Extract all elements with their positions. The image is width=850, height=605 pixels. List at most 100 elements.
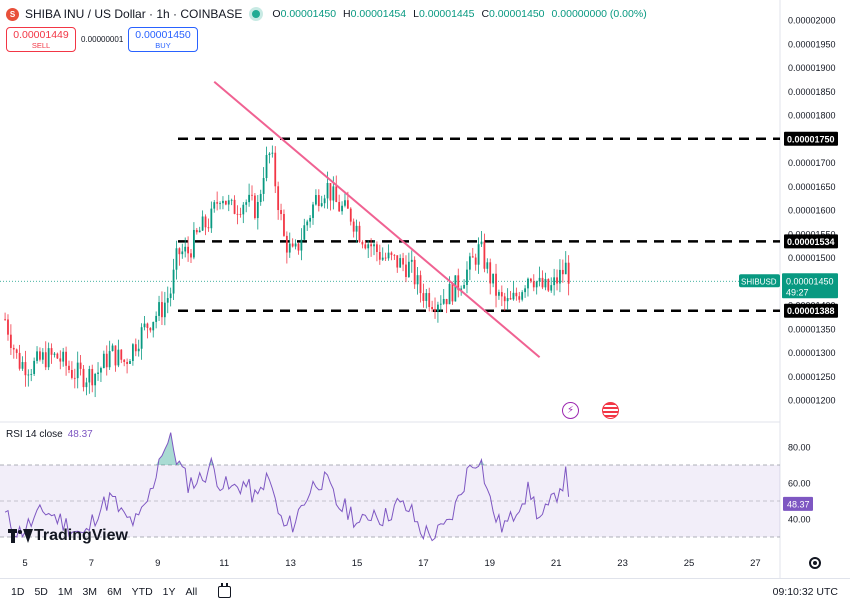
calendar-icon[interactable] <box>218 583 232 598</box>
candle <box>527 277 529 297</box>
candle <box>367 240 370 258</box>
candle <box>227 194 230 212</box>
candle <box>399 254 402 268</box>
candle <box>114 345 117 372</box>
candle <box>437 301 439 323</box>
candle <box>70 361 73 380</box>
candle <box>47 342 50 371</box>
candle <box>306 219 309 231</box>
candle <box>108 340 111 370</box>
candle <box>132 343 134 366</box>
candle <box>39 347 41 362</box>
candle <box>303 218 306 241</box>
time-tick-label: 27 <box>750 558 761 569</box>
range-button-5d[interactable]: 5D <box>34 586 48 598</box>
price-tick-label: 0.00002000 <box>788 16 836 26</box>
candle <box>239 207 242 218</box>
candle <box>216 191 219 211</box>
candle <box>97 362 99 381</box>
candle <box>358 221 361 243</box>
candle <box>442 289 445 305</box>
candle <box>152 321 155 338</box>
lightning-icon[interactable]: ⚡ <box>562 402 579 419</box>
candle <box>361 240 364 249</box>
candle <box>489 258 492 295</box>
candle <box>204 214 207 236</box>
candle <box>100 366 102 382</box>
candle <box>378 244 381 265</box>
candle <box>68 360 70 374</box>
range-button-6m[interactable]: 6M <box>107 586 122 598</box>
rsi-header[interactable]: RSI 14 close 48.37 <box>6 429 93 440</box>
range-button-1m[interactable]: 1M <box>57 586 73 598</box>
candle <box>15 348 18 359</box>
svg-text:SHIBUSD: SHIBUSD <box>741 277 777 286</box>
candle <box>233 195 236 215</box>
candle <box>291 238 294 248</box>
price-tick-label: 0.00001650 <box>788 182 836 192</box>
range-button-1d[interactable]: 1D <box>11 586 25 598</box>
candle <box>503 292 506 311</box>
candle <box>468 252 471 281</box>
utc-clock[interactable]: 09:10:32 UTC <box>772 586 838 598</box>
price-tick-label: 0.00001200 <box>788 396 836 406</box>
candle <box>288 232 291 258</box>
candle <box>82 365 85 392</box>
candle <box>178 247 181 266</box>
candle <box>355 219 358 243</box>
candle <box>506 288 509 311</box>
candle <box>73 368 76 389</box>
candle <box>381 247 384 262</box>
candle <box>457 268 460 298</box>
tradingview-logo[interactable]: TradingView <box>8 527 128 545</box>
downtrend-line[interactable] <box>213 80 541 359</box>
candle <box>541 270 544 290</box>
time-tick-label: 5 <box>22 558 27 569</box>
candle <box>384 252 387 261</box>
candle <box>265 146 268 182</box>
candle <box>419 270 422 303</box>
sell-button[interactable]: 0.00001449 SELL <box>6 27 76 52</box>
buy-button[interactable]: 0.00001450 BUY <box>128 27 198 52</box>
settings-icon[interactable] <box>809 557 821 569</box>
candle <box>338 194 341 212</box>
svg-text:0.00001750: 0.00001750 <box>787 134 835 144</box>
candle <box>300 228 303 261</box>
shiba-coin-icon: S <box>6 7 19 21</box>
candle <box>248 183 250 207</box>
symbol-title[interactable]: SHIBA INU / US Dollar · 1h · COINBASE <box>25 7 243 21</box>
range-button-ytd[interactable]: YTD <box>131 586 153 598</box>
candle <box>376 241 378 262</box>
price-axis: 0.00002000 0.00001950 0.00001900 0.00001850… <box>739 16 838 525</box>
svg-text:0.00001534: 0.00001534 <box>787 237 835 247</box>
time-tick-label: 25 <box>684 558 695 569</box>
candle <box>323 194 326 209</box>
candle <box>213 200 216 213</box>
candle <box>428 287 431 312</box>
range-button-1y[interactable]: 1Y <box>162 586 176 598</box>
candle <box>413 256 416 289</box>
high-value: 0.00001454 <box>350 8 407 20</box>
price-tick-label: 0.00001600 <box>788 206 836 216</box>
candle <box>410 250 413 273</box>
candle <box>27 369 30 387</box>
sell-label: SELL <box>31 40 51 50</box>
range-button-all[interactable]: All <box>185 586 198 598</box>
candle <box>9 324 12 355</box>
candle <box>268 152 271 164</box>
us-flag-icon[interactable] <box>602 402 619 419</box>
low-value: 0.00001445 <box>418 8 475 20</box>
buy-price: 0.00001450 <box>135 28 191 41</box>
candle <box>373 240 375 256</box>
candle <box>41 348 44 364</box>
time-tick-label: 15 <box>352 558 363 569</box>
candle <box>224 200 227 206</box>
candle <box>317 189 320 212</box>
candle <box>158 295 160 321</box>
range-button-3m[interactable]: 3M <box>82 586 98 598</box>
horizontal-levels <box>0 137 780 312</box>
candle <box>181 243 184 259</box>
candle <box>498 289 500 300</box>
spread-value: 0.00000001 <box>81 35 124 44</box>
